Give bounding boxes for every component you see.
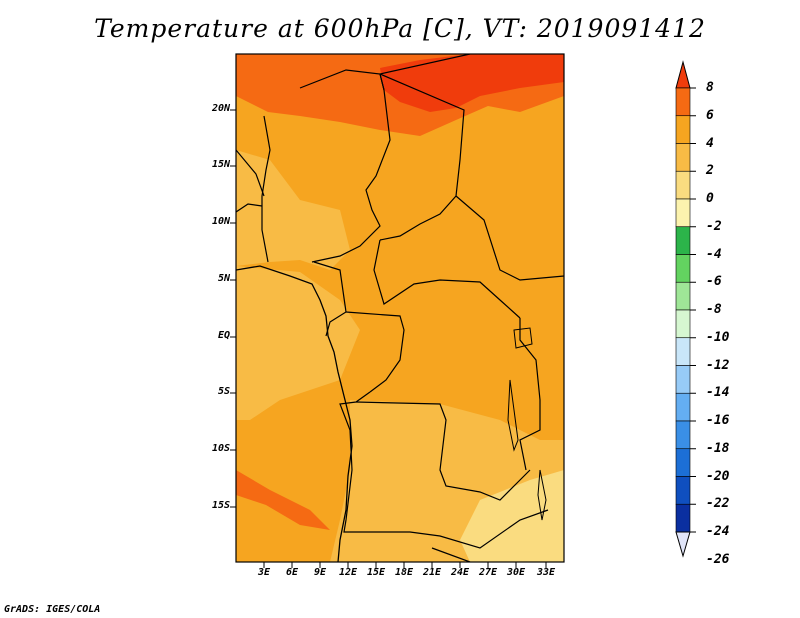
grads-credit: GrADS: IGES/COLA — [4, 604, 101, 615]
lake-malawi — [537, 469, 547, 521]
colorbar-label: 4 — [706, 135, 714, 151]
longitude-ticks — [263, 562, 547, 568]
lat-label: 15S — [211, 500, 230, 511]
colorbar-label: 8 — [706, 80, 714, 95]
colorbar-label: -24 — [706, 524, 730, 539]
lon-label: 3E — [257, 567, 271, 578]
lon-label: 24E — [450, 567, 470, 578]
lon-label: 15E — [366, 567, 386, 578]
colorbar-segment — [675, 226, 691, 255]
colorbar-label: -8 — [706, 302, 722, 317]
colorbar-label: -26 — [706, 551, 730, 567]
temperature-zone-atlantic — [236, 266, 360, 420]
colorbar-segment — [675, 309, 691, 339]
colorbar-label: -2 — [706, 218, 722, 234]
lat-label: 20N — [211, 103, 230, 114]
lat-label: 5N — [217, 273, 230, 284]
map-frame — [235, 53, 565, 563]
temperature-zone-sw-streak — [236, 470, 330, 530]
colorbar-label: -22 — [706, 496, 730, 512]
colorbar-label: -6 — [706, 274, 722, 290]
colorbar — [675, 60, 696, 558]
lat-label: 15N — [211, 159, 230, 170]
colorbar-label: -12 — [706, 357, 730, 373]
lon-label: 30E — [506, 567, 526, 578]
colorbar-label: -4 — [706, 246, 722, 262]
colorbar-segment — [675, 365, 691, 394]
colorbar-label: 2 — [706, 163, 714, 179]
colorbar-label: -16 — [706, 413, 730, 428]
colorbar-segment — [675, 420, 691, 450]
colorbar-label: -10 — [706, 329, 730, 345]
colorbar-segment — [675, 143, 691, 172]
colorbar-segment — [675, 87, 691, 117]
temperature-zone-hottest — [380, 54, 564, 112]
lon-label: 33E — [536, 567, 556, 578]
colorbar-label: 6 — [706, 107, 714, 123]
lake-victoria — [513, 327, 533, 349]
coastline — [236, 265, 353, 562]
colorbar-bottom-arrow — [675, 531, 691, 558]
lat-label: 10S — [211, 443, 230, 454]
colorbar-top-arrow — [675, 60, 691, 89]
lat-label: 10N — [211, 216, 230, 227]
colorbar-segment — [675, 392, 691, 422]
colorbar-segment — [675, 198, 691, 228]
lat-label: 5S — [217, 386, 230, 397]
colorbar-segment — [675, 448, 691, 477]
colorbar-segment — [675, 170, 691, 200]
colorbar-segment — [675, 254, 691, 283]
colorbar-segment — [675, 337, 691, 366]
colorbar-label: -18 — [706, 440, 730, 456]
colorbar-segment — [675, 503, 691, 533]
colorbar-label: -20 — [706, 468, 730, 484]
latitude-ticks — [230, 109, 236, 508]
colorbar-segment — [675, 115, 691, 144]
plot-title: Temperature at 600hPa [C], VT: 201909141… — [94, 14, 706, 43]
lon-label: 21E — [422, 567, 442, 578]
colorbar-label: -14 — [706, 385, 730, 401]
lake-tanganyika — [507, 379, 519, 452]
colorbar-segment — [675, 476, 691, 505]
lat-label: EQ — [217, 330, 230, 341]
lon-label: 18E — [394, 567, 414, 578]
lon-label: 6E — [285, 567, 299, 578]
lon-label: 9E — [313, 567, 327, 578]
colorbar-label: 0 — [706, 191, 714, 206]
lon-label: 27E — [478, 567, 498, 578]
country-borders — [236, 54, 564, 562]
lon-label: 12E — [338, 567, 358, 578]
colorbar-segment — [675, 281, 691, 311]
